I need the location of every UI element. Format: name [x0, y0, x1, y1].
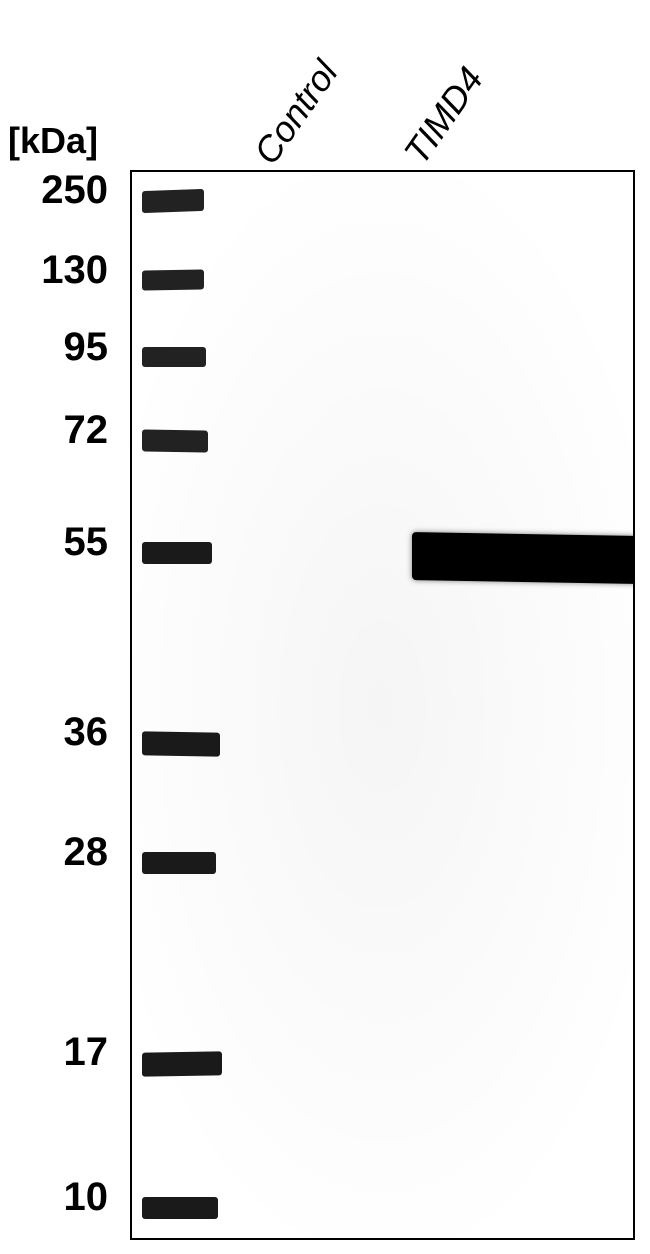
lane-label-timd4: TIMD4 — [396, 59, 492, 172]
ladder-band-36 — [142, 731, 220, 756]
ladder-band-130 — [142, 269, 204, 290]
marker-17: 17 — [18, 1030, 108, 1075]
protein-band-timd4 — [412, 532, 635, 584]
marker-130: 130 — [18, 248, 108, 293]
blot-frame — [130, 170, 635, 1240]
ladder-band-10 — [142, 1197, 218, 1219]
marker-10: 10 — [18, 1175, 108, 1220]
lane-label-control: Control — [246, 53, 347, 172]
axis-unit-label: [kDa] — [8, 120, 98, 162]
ladder-band-250 — [142, 189, 204, 213]
marker-72: 72 — [18, 408, 108, 453]
ladder-band-55 — [142, 542, 212, 564]
marker-55: 55 — [18, 520, 108, 565]
ladder-band-17 — [142, 1051, 222, 1076]
marker-95: 95 — [18, 325, 108, 370]
marker-36: 36 — [18, 710, 108, 755]
ladder-band-72 — [142, 429, 208, 452]
ladder-band-28 — [142, 852, 216, 874]
marker-28: 28 — [18, 830, 108, 875]
blot-figure: [kDa] 250 130 95 72 55 36 28 17 10 Contr… — [0, 0, 650, 1254]
background-noise — [130, 170, 635, 1240]
marker-250: 250 — [18, 168, 108, 213]
ladder-band-95 — [142, 347, 206, 367]
